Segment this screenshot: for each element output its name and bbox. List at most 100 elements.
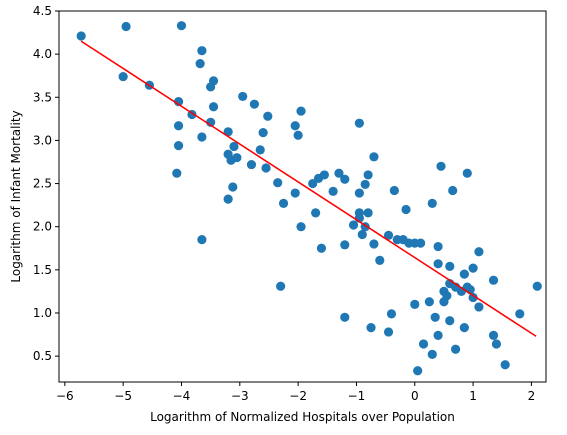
data-point bbox=[195, 59, 205, 69]
data-point bbox=[340, 240, 350, 250]
data-point bbox=[418, 339, 429, 349]
y-tick-label: 3.0 bbox=[33, 133, 52, 147]
data-point bbox=[436, 161, 446, 171]
data-point bbox=[488, 275, 499, 285]
data-point bbox=[424, 297, 434, 307]
data-point bbox=[206, 117, 216, 127]
data-point bbox=[354, 188, 364, 198]
data-point bbox=[118, 71, 128, 82]
data-point bbox=[197, 46, 207, 56]
data-point bbox=[173, 96, 184, 107]
data-point bbox=[121, 21, 131, 32]
data-point bbox=[439, 297, 449, 307]
data-point bbox=[229, 141, 239, 152]
data-point bbox=[263, 111, 273, 121]
data-point bbox=[255, 145, 265, 155]
regression-line bbox=[80, 40, 537, 337]
data-point bbox=[278, 198, 289, 209]
x-axis-label: Logarithm of Normalized Hospitals over P… bbox=[150, 410, 455, 424]
data-point bbox=[445, 316, 455, 326]
data-point bbox=[401, 204, 411, 215]
data-point bbox=[488, 330, 499, 341]
data-point bbox=[290, 121, 300, 131]
data-point bbox=[173, 121, 184, 131]
data-point bbox=[296, 222, 306, 232]
data-point bbox=[208, 102, 219, 112]
data-point bbox=[354, 118, 364, 128]
data-point bbox=[340, 174, 350, 184]
data-point bbox=[296, 106, 306, 116]
data-point bbox=[383, 230, 394, 240]
data-point bbox=[363, 208, 373, 218]
axes-box bbox=[58, 10, 547, 383]
y-tick-label: 4.5 bbox=[33, 4, 52, 18]
data-point bbox=[223, 194, 233, 204]
data-point bbox=[249, 99, 259, 109]
x-tick-label: −4 bbox=[173, 389, 191, 403]
data-point bbox=[246, 159, 257, 170]
data-point bbox=[273, 178, 283, 188]
y-tick-label: 2.5 bbox=[33, 177, 52, 191]
data-point bbox=[410, 299, 420, 309]
data-point bbox=[474, 302, 484, 312]
data-point bbox=[468, 263, 478, 273]
data-point bbox=[532, 281, 542, 291]
data-point bbox=[328, 186, 338, 196]
data-point bbox=[357, 229, 367, 240]
data-point bbox=[206, 82, 216, 92]
y-tick-label: 3.5 bbox=[33, 90, 52, 104]
fit-line-layer bbox=[80, 40, 537, 337]
y-tick-label: 0.5 bbox=[33, 349, 52, 363]
plot-frame bbox=[58, 10, 547, 383]
axis-ticks: −6 −5 −4 −3 −2 −1 0 1 2 0.5 1.0 1.5 2.0 2.5 3.0 3.5 4.0 4… bbox=[33, 4, 535, 403]
x-tick-label: 0 bbox=[411, 389, 419, 403]
data-point bbox=[474, 247, 484, 257]
data-point bbox=[223, 127, 233, 137]
data-point bbox=[448, 185, 458, 196]
x-tick-label: −3 bbox=[231, 389, 249, 403]
data-point bbox=[386, 309, 397, 319]
data-point bbox=[348, 220, 359, 230]
data-point bbox=[445, 261, 455, 271]
y-tick-label: 1.5 bbox=[33, 263, 52, 277]
y-tick-label: 1.0 bbox=[33, 306, 52, 320]
data-point bbox=[433, 241, 443, 252]
data-point bbox=[76, 31, 86, 41]
data-point bbox=[311, 208, 321, 218]
data-point bbox=[176, 21, 187, 31]
data-point bbox=[369, 152, 379, 162]
data-point bbox=[232, 153, 242, 163]
x-tick-label: −2 bbox=[289, 389, 307, 403]
data-point bbox=[427, 198, 437, 209]
data-point bbox=[319, 170, 329, 180]
data-point bbox=[383, 327, 394, 337]
data-point bbox=[433, 259, 443, 269]
data-point bbox=[433, 330, 443, 341]
data-points bbox=[76, 21, 542, 376]
data-point bbox=[173, 140, 184, 151]
x-tick-label: −5 bbox=[114, 389, 132, 403]
data-point bbox=[450, 344, 461, 354]
x-tick-label: −1 bbox=[348, 389, 366, 403]
y-tick-label: 4.0 bbox=[33, 47, 52, 61]
data-point bbox=[389, 185, 399, 196]
data-point bbox=[360, 179, 370, 190]
data-point bbox=[334, 168, 344, 178]
data-point bbox=[430, 312, 440, 322]
data-point bbox=[427, 349, 437, 359]
y-axis-label: Logarithm of Infant Mortality bbox=[9, 110, 23, 282]
data-point bbox=[491, 339, 502, 349]
data-point bbox=[172, 168, 182, 178]
data-point bbox=[276, 281, 286, 291]
data-point bbox=[238, 91, 248, 102]
data-point bbox=[462, 168, 472, 178]
data-point bbox=[375, 255, 385, 265]
data-point bbox=[363, 170, 373, 180]
data-point bbox=[515, 309, 525, 319]
data-point bbox=[413, 366, 423, 376]
data-point bbox=[197, 235, 207, 245]
data-point bbox=[416, 238, 426, 248]
data-point bbox=[369, 239, 379, 249]
data-point bbox=[290, 188, 300, 198]
